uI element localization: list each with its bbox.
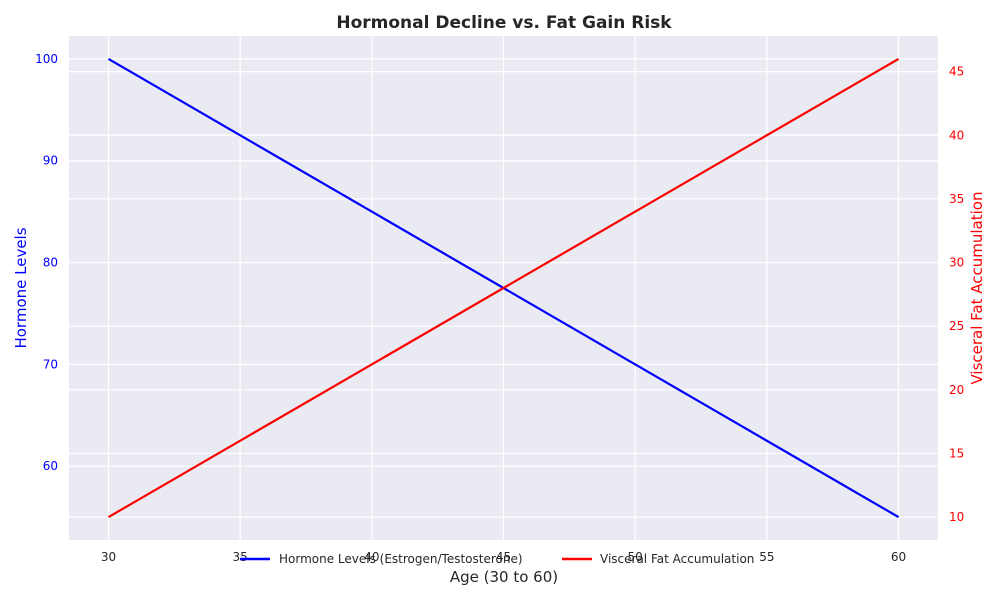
chart-title: Hormonal Decline vs. Fat Gain Risk	[336, 13, 672, 33]
left-y-tick-labels: 60 70 80 90 100	[35, 52, 58, 473]
right-y-tick-label: 20	[949, 383, 964, 397]
left-y-tick-label: 80	[43, 256, 58, 270]
visceral-fat-line	[107, 57, 900, 519]
x-tick-label: 60	[891, 550, 906, 564]
right-y-tick-labels: 10 15 20 25 30 35 40 45	[949, 65, 964, 524]
x-tick-label: 45	[496, 550, 511, 564]
left-y-tick-label: 70	[43, 357, 58, 371]
right-y-tick-label: 30	[949, 256, 964, 270]
left-y-tick-label: 100	[35, 52, 58, 66]
left-y-tick-label: 60	[43, 459, 58, 473]
right-y-tick-label: 10	[949, 510, 964, 524]
x-tick-label: 40	[364, 550, 379, 564]
x-tick-label: 55	[759, 550, 774, 564]
left-y-tick-label: 90	[43, 154, 58, 168]
right-y-tick-label: 15	[949, 446, 964, 460]
right-y-tick-label: 45	[949, 65, 964, 79]
right-y-tick-label: 40	[949, 128, 964, 142]
x-tick-label: 50	[628, 550, 643, 564]
series-lines	[107, 57, 900, 519]
legend: Hormone Levels (Estrogen/Testosterone) V…	[240, 552, 754, 566]
grid-lines	[69, 36, 938, 540]
right-y-axis-label: Visceral Fat Accumulation	[968, 192, 986, 385]
right-y-tick-label: 35	[949, 192, 964, 206]
legend-label-hormone: Hormone Levels (Estrogen/Testosterone)	[279, 552, 523, 566]
x-tick-labels: 30 35 40 45 50 55 60	[101, 550, 906, 564]
legend-label-fat: Visceral Fat Accumulation	[600, 552, 754, 566]
right-y-tick-label: 25	[949, 319, 964, 333]
x-axis-label: Age (30 to 60)	[450, 568, 558, 586]
left-y-axis-label: Hormone Levels	[12, 227, 30, 348]
x-tick-label: 35	[233, 550, 248, 564]
x-tick-label: 30	[101, 550, 116, 564]
